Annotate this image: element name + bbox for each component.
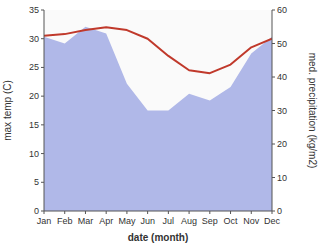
y-tick-label: 5 (34, 177, 39, 187)
y-tick (41, 67, 44, 68)
y2-tick (272, 177, 275, 178)
y-tick (41, 124, 44, 125)
y-tick (41, 10, 44, 11)
x-tick-label: Jun (140, 216, 155, 226)
x-tick (251, 211, 252, 214)
plot-background (44, 10, 272, 211)
y-tick-label: 10 (29, 149, 39, 159)
y-tick-label: 15 (29, 120, 39, 130)
x-tick-label: Sep (202, 216, 218, 226)
x-tick (64, 211, 65, 214)
y-tick-label: 0 (34, 206, 39, 216)
x-tick (147, 211, 148, 214)
x-tick-label: Nov (243, 216, 260, 226)
x-tick (106, 211, 107, 214)
chart-svg: JanFebMarAprMayJunJulAugSepOctNovDec0510… (0, 0, 318, 247)
axes: JanFebMarAprMayJunJulAugSepOctNovDec0510… (2, 5, 318, 243)
y-tick-label: 25 (29, 62, 39, 72)
x-tick (126, 211, 127, 214)
x-tick-label: Jul (163, 216, 175, 226)
y2-tick (272, 144, 275, 145)
x-tick (230, 211, 231, 214)
y-tick (41, 96, 44, 97)
x-tick (189, 211, 190, 214)
y2-axis-label: med. precipitation (kg/m2) (307, 53, 318, 169)
y2-tick-label: 60 (277, 5, 287, 15)
y-tick (41, 211, 44, 212)
y-tick (41, 153, 44, 154)
y-tick (41, 182, 44, 183)
y2-tick (272, 110, 275, 111)
y-axis-line (44, 10, 45, 211)
y2-tick-label: 0 (277, 206, 282, 216)
y2-tick-label: 40 (277, 72, 287, 82)
y2-tick (272, 211, 275, 212)
data-layer (44, 27, 272, 211)
x-tick-label: Apr (99, 216, 113, 226)
y2-tick (272, 43, 275, 44)
x-tick (209, 211, 210, 214)
y-tick (41, 38, 44, 39)
temperature-line (44, 27, 272, 73)
x-tick-label: Jan (37, 216, 52, 226)
y2-tick (272, 10, 275, 11)
y2-tick-label: 30 (277, 106, 287, 116)
x-tick-label: Feb (57, 216, 73, 226)
y-tick-label: 35 (29, 5, 39, 15)
x-tick-label: May (118, 216, 136, 226)
x-tick-label: Mar (78, 216, 94, 226)
x-tick-label: Aug (181, 216, 197, 226)
y2-tick-label: 10 (277, 173, 287, 183)
y-axis-label: max temp (C) (2, 80, 13, 141)
y2-tick (272, 77, 275, 78)
y2-tick-label: 50 (277, 39, 287, 49)
x-axis-line (44, 211, 272, 212)
chart-container: JanFebMarAprMayJunJulAugSepOctNovDec0510… (0, 0, 318, 247)
y-tick-label: 20 (29, 91, 39, 101)
y-tick-label: 30 (29, 34, 39, 44)
x-tick-label: Dec (264, 216, 281, 226)
y2-tick-label: 20 (277, 139, 287, 149)
x-tick (85, 211, 86, 214)
x-tick (168, 211, 169, 214)
precipitation-area (44, 27, 272, 211)
x-tick-label: Oct (224, 216, 239, 226)
x-axis-label: date (month) (128, 232, 189, 243)
